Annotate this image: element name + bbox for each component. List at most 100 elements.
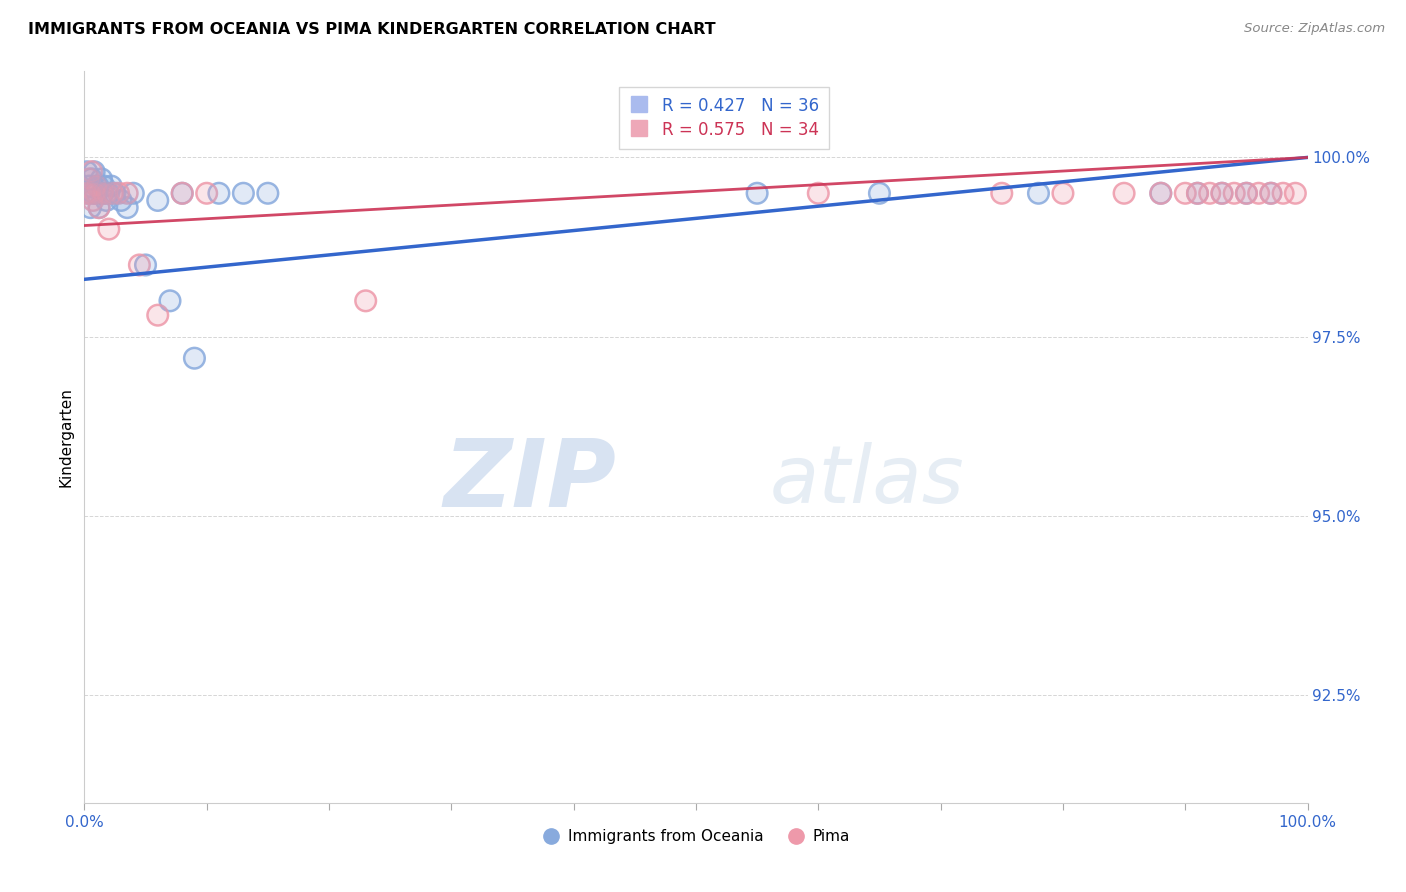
Point — [747, 186, 769, 201]
Point — [172, 186, 194, 201]
Point — [1236, 186, 1258, 201]
Point — [991, 186, 1014, 201]
Point — [90, 172, 112, 186]
Point — [77, 186, 100, 201]
Point — [1247, 186, 1270, 201]
Point — [1150, 186, 1173, 201]
Point — [1236, 186, 1258, 201]
Point — [90, 172, 112, 186]
Point — [115, 201, 138, 215]
Point — [96, 186, 118, 201]
Point — [115, 186, 138, 201]
Point — [87, 201, 110, 215]
Point — [1211, 186, 1233, 201]
Point — [76, 186, 98, 201]
Point — [1187, 186, 1209, 201]
Point — [100, 179, 122, 194]
Text: Source: ZipAtlas.com: Source: ZipAtlas.com — [1244, 22, 1385, 36]
Point — [1052, 186, 1074, 201]
Point — [87, 201, 110, 215]
Point — [79, 201, 101, 215]
Point — [110, 194, 132, 208]
Point — [146, 194, 169, 208]
Point — [208, 186, 231, 201]
Point — [1223, 186, 1246, 201]
Point — [96, 194, 118, 208]
Point — [135, 258, 157, 272]
Point — [257, 186, 280, 201]
Point — [354, 293, 377, 308]
Point — [76, 165, 98, 179]
Point — [87, 179, 110, 194]
Point — [128, 258, 150, 272]
Point — [195, 186, 218, 201]
Point — [1028, 186, 1050, 201]
Point — [869, 186, 891, 201]
Point — [91, 186, 114, 201]
Point — [128, 258, 150, 272]
Point — [107, 186, 129, 201]
Point — [84, 186, 107, 201]
Point — [104, 186, 127, 201]
Point — [86, 186, 108, 201]
Point — [1236, 186, 1258, 201]
Point — [104, 186, 127, 201]
Point — [1028, 186, 1050, 201]
Point — [1187, 186, 1209, 201]
Point — [122, 186, 145, 201]
Text: ZIP: ZIP — [443, 435, 616, 527]
Point — [86, 186, 108, 201]
Point — [1247, 186, 1270, 201]
Point — [1211, 186, 1233, 201]
Point — [1260, 186, 1282, 201]
Point — [1150, 186, 1173, 201]
Point — [172, 186, 194, 201]
Point — [1052, 186, 1074, 201]
Legend: Immigrants from Oceania, Pima: Immigrants from Oceania, Pima — [536, 822, 856, 850]
Point — [1198, 186, 1220, 201]
Y-axis label: Kindergarten: Kindergarten — [58, 387, 73, 487]
Text: atlas: atlas — [769, 442, 965, 520]
Point — [1198, 186, 1220, 201]
Point — [83, 165, 105, 179]
Point — [232, 186, 254, 201]
Point — [1211, 186, 1233, 201]
Point — [79, 186, 101, 201]
Point — [82, 186, 104, 201]
Point — [183, 351, 205, 366]
Point — [195, 186, 218, 201]
Point — [354, 293, 377, 308]
Point — [1236, 186, 1258, 201]
Point — [77, 172, 100, 186]
Point — [1174, 186, 1197, 201]
Point — [82, 194, 104, 208]
Point — [869, 186, 891, 201]
Point — [146, 194, 169, 208]
Point — [87, 179, 110, 194]
Point — [107, 186, 129, 201]
Point — [1284, 186, 1306, 201]
Point — [1272, 186, 1295, 201]
Point — [97, 186, 120, 201]
Point — [1272, 186, 1295, 201]
Point — [807, 186, 830, 201]
Point — [1211, 186, 1233, 201]
Point — [83, 165, 105, 179]
Point — [80, 165, 103, 179]
Point — [79, 201, 101, 215]
Point — [93, 179, 115, 194]
Point — [1150, 186, 1173, 201]
Point — [208, 186, 231, 201]
Point — [115, 186, 138, 201]
Point — [86, 179, 108, 194]
Point — [146, 308, 169, 322]
Point — [172, 186, 194, 201]
Point — [80, 165, 103, 179]
Point — [135, 258, 157, 272]
Point — [1187, 186, 1209, 201]
Point — [101, 186, 124, 201]
Point — [79, 186, 101, 201]
Point — [807, 186, 830, 201]
Point — [86, 179, 108, 194]
Point — [76, 165, 98, 179]
